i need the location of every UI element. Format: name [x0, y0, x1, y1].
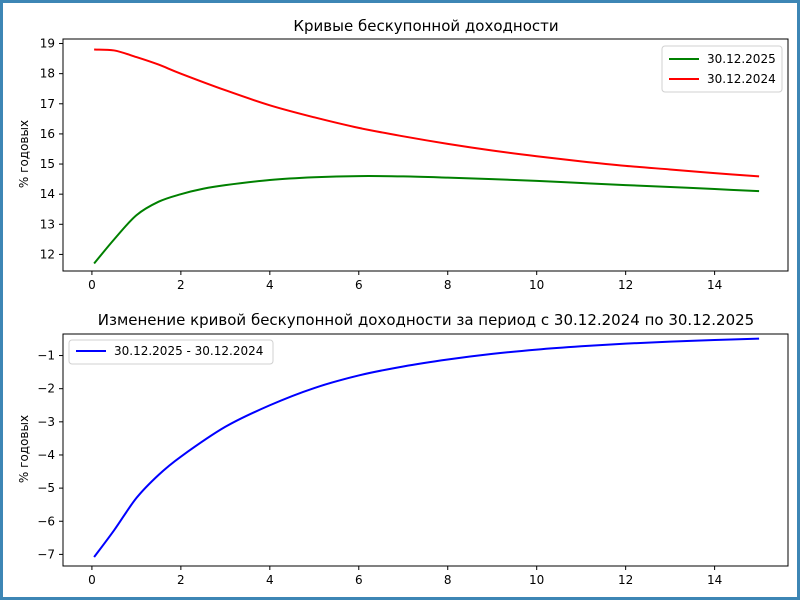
x-tick-label: 14	[707, 573, 722, 587]
y-axis-label: % годовых	[17, 415, 31, 483]
chart-zero-coupon-curves: Кривые бескупонной доходности % годовых …	[17, 17, 789, 292]
y-tick-label: −4	[37, 448, 55, 462]
series-line-1	[93, 337, 760, 558]
y-tick-label: −3	[37, 415, 55, 429]
axes-frame	[62, 333, 789, 567]
legend-label-series-2: 30.12.2024	[707, 72, 776, 86]
axes-frame	[62, 38, 789, 272]
x-tick-label: 10	[529, 278, 544, 292]
y-tick-label: 19	[40, 37, 55, 51]
x-tick-label: 0	[88, 573, 96, 587]
x-tick-label: 12	[618, 573, 633, 587]
y-tick-label: 16	[40, 127, 55, 141]
y-tick-label: −5	[37, 481, 55, 495]
x-tick-label: 8	[444, 278, 452, 292]
x-tick-label: 10	[529, 573, 544, 587]
y-tick-label: −7	[37, 547, 55, 561]
y-tick-label: 14	[40, 187, 55, 201]
series-line-1	[93, 175, 760, 265]
x-tick-label: 8	[444, 573, 452, 587]
y-tick-label: 12	[40, 247, 55, 261]
x-tick-label: 12	[618, 278, 633, 292]
x-tick-label: 6	[355, 573, 363, 587]
legend: 30.12.2025 - 30.12.2024	[68, 339, 274, 365]
legend-label-series-1: 30.12.2025	[707, 52, 776, 66]
plot-area	[93, 48, 760, 265]
plot-area	[93, 337, 760, 558]
legend-label-series-1: 30.12.2025 - 30.12.2024	[114, 344, 263, 358]
y-tick-label: 17	[40, 97, 55, 111]
x-tick-label: 2	[177, 278, 185, 292]
y-tick-label: −1	[37, 349, 55, 363]
x-tick-label: 0	[88, 278, 96, 292]
y-tick-label: 15	[40, 157, 55, 171]
chart-curve-change: Изменение кривой бескупонной доходности …	[17, 311, 789, 587]
y-axis-label: % годовых	[17, 120, 31, 188]
legend-box	[68, 339, 274, 365]
y-tick-label: −6	[37, 514, 55, 528]
legend-box	[661, 45, 783, 93]
x-tick-label: 4	[266, 278, 274, 292]
chart-title: Кривые бескупонной доходности	[293, 17, 558, 35]
y-tick-label: 18	[40, 67, 55, 81]
y-tick-label: −2	[37, 382, 55, 396]
legend: 30.12.2025 30.12.2024	[661, 45, 783, 93]
figure-canvas: Кривые бескупонной доходности % годовых …	[17, 17, 789, 587]
x-tick-label: 6	[355, 278, 363, 292]
y-tick-label: 13	[40, 217, 55, 231]
x-tick-label: 2	[177, 573, 185, 587]
series-line-2	[94, 48, 760, 178]
chart-title: Изменение кривой бескупонной доходности …	[98, 311, 754, 329]
x-tick-label: 14	[707, 278, 722, 292]
x-tick-label: 4	[266, 573, 274, 587]
